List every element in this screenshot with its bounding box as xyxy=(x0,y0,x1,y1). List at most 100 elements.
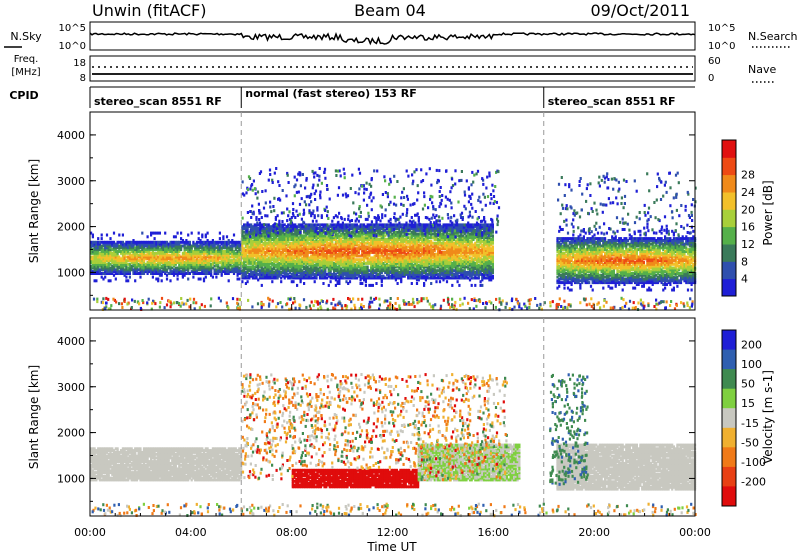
date-title: 09/Oct/2011 xyxy=(590,1,690,20)
power-cell xyxy=(134,279,136,282)
freq-right-tick-bottom: 0 xyxy=(708,73,714,84)
power-cell xyxy=(314,214,316,217)
power-cell xyxy=(358,220,360,223)
power-cell xyxy=(328,284,330,287)
power-cell xyxy=(157,278,159,281)
power-cell xyxy=(175,235,177,238)
power-cell xyxy=(118,234,120,237)
power-cell xyxy=(187,234,189,237)
power-cell xyxy=(416,282,418,285)
power-cell xyxy=(212,276,214,279)
power-cell xyxy=(314,280,316,283)
power-cell xyxy=(129,276,131,279)
power-cell xyxy=(435,280,437,283)
power-cell xyxy=(349,280,351,283)
power-cell xyxy=(278,220,280,223)
power-cell xyxy=(458,284,460,287)
power-cell xyxy=(127,279,129,282)
power-cell xyxy=(439,280,441,283)
power-cell xyxy=(95,279,97,282)
freq-panel-frame xyxy=(90,56,695,81)
noise-right-tick-bottom: 10^0 xyxy=(708,41,735,52)
power-cell xyxy=(321,214,323,217)
power-cell xyxy=(152,276,154,279)
freq-left-tick-top: 18 xyxy=(73,58,86,69)
power-cell xyxy=(317,214,319,217)
power-cell xyxy=(390,218,392,221)
power-cell xyxy=(106,234,108,237)
noise-left-tick-top: 10^5 xyxy=(59,23,86,34)
beam-title: Beam 04 xyxy=(354,1,426,20)
power-cell xyxy=(271,280,273,283)
power-cell xyxy=(159,232,161,235)
power-cell xyxy=(169,279,171,282)
power-cell xyxy=(201,234,203,237)
power-cell xyxy=(303,282,305,285)
noise-right-label: N.Search xyxy=(748,30,798,43)
power-cell xyxy=(423,282,425,285)
power-cell xyxy=(207,232,209,235)
cpid-segment-label: stereo_scan 8551 RF xyxy=(548,95,676,108)
power-cell xyxy=(296,284,298,287)
power-cell xyxy=(104,276,106,279)
power-cell xyxy=(215,276,217,279)
power-cell xyxy=(139,276,141,279)
power-cell xyxy=(261,216,263,219)
power-cell xyxy=(122,234,124,237)
power-cell xyxy=(177,278,179,281)
power-cell xyxy=(250,216,252,219)
noise-trace xyxy=(90,33,695,44)
power-cell xyxy=(219,232,221,235)
power-cell xyxy=(349,220,351,223)
power-cell xyxy=(147,235,149,238)
nave-label: Nave xyxy=(748,63,776,76)
freq-right-tick-top: 60 xyxy=(708,56,721,67)
power-cell xyxy=(367,218,369,221)
power-cell xyxy=(428,218,430,221)
power-cell xyxy=(141,232,143,235)
power-cell xyxy=(287,214,289,217)
power-cell xyxy=(457,280,459,283)
power-cell xyxy=(280,280,282,283)
power-cell xyxy=(264,214,266,217)
power-cell xyxy=(330,280,332,283)
noise-left-label: N.Sky xyxy=(10,30,42,43)
radar-title: Unwin (fitACF) xyxy=(92,1,206,20)
power-cell xyxy=(247,280,249,283)
power-cell xyxy=(97,237,99,240)
power-cell xyxy=(331,220,333,223)
power-cell xyxy=(187,278,189,281)
power-cell xyxy=(154,237,156,240)
freq-left-label-1: Freq. xyxy=(14,54,39,65)
power-cell xyxy=(367,266,369,269)
power-cell xyxy=(326,214,328,217)
power-cell xyxy=(109,279,111,282)
power-cell xyxy=(228,279,230,282)
power-cell xyxy=(435,214,437,217)
power-cell xyxy=(205,276,207,279)
power-cell xyxy=(109,237,111,240)
power-cell xyxy=(344,218,346,221)
freq-left-label-2: [MHz] xyxy=(11,67,40,78)
power-cell xyxy=(292,280,294,283)
power-cell xyxy=(446,280,448,283)
power-cell xyxy=(101,237,103,240)
radar-summary-plot: Unwin (fitACF) Beam 04 09/Oct/2011 N.Sky… xyxy=(0,0,800,554)
power-cell xyxy=(372,284,374,287)
power-cell xyxy=(365,284,367,287)
power-cell xyxy=(322,282,324,285)
power-cell xyxy=(191,232,193,235)
power-cell xyxy=(453,214,455,217)
power-cell xyxy=(101,234,103,237)
power-cell xyxy=(166,278,168,281)
power-cell xyxy=(164,232,166,235)
power-cell xyxy=(255,216,257,219)
power-cell xyxy=(180,232,182,235)
power-cell xyxy=(192,276,194,279)
power-cell xyxy=(226,235,228,238)
cpid-segment-label: normal (fast stereo) 153 RF xyxy=(245,87,417,100)
power-cell xyxy=(219,237,221,240)
power-cell xyxy=(198,232,200,235)
power-cell xyxy=(430,282,432,285)
power-cell xyxy=(233,234,235,237)
